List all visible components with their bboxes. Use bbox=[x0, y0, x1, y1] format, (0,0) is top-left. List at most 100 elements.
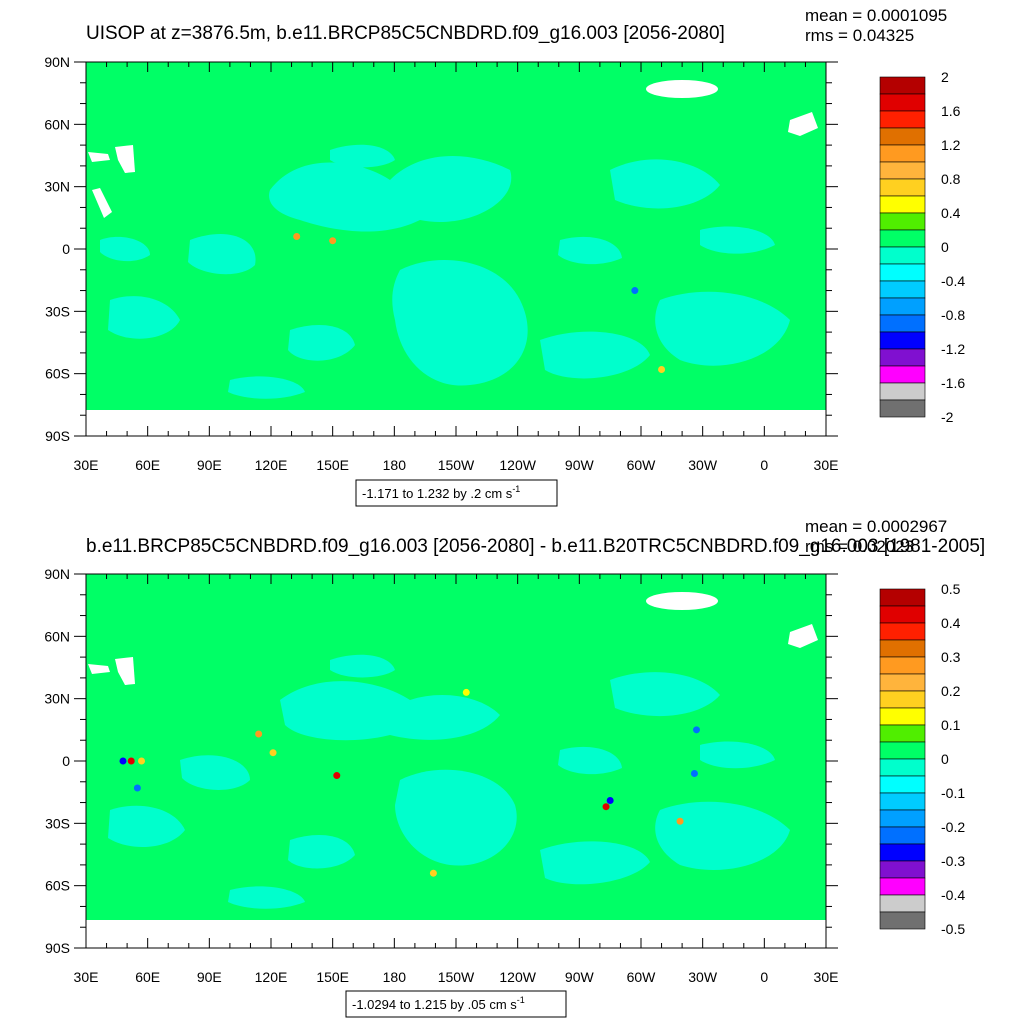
anomaly-cell bbox=[293, 233, 301, 241]
colorbar-swatch bbox=[879, 588, 926, 607]
colorbar-swatch bbox=[879, 860, 926, 879]
anomaly-cell bbox=[429, 869, 437, 877]
x-tick-label: 150E bbox=[316, 969, 349, 985]
x-tick-label: 60W bbox=[627, 457, 657, 473]
x-tick-label: 90E bbox=[197, 969, 222, 985]
mean-label: mean = 0.0002967 bbox=[805, 517, 947, 536]
negative-shading bbox=[108, 654, 790, 909]
y-tick-label: 60N bbox=[44, 628, 70, 644]
x-tick-label: 30E bbox=[814, 457, 839, 473]
x-tick-label: 150W bbox=[438, 969, 475, 985]
colorbar-swatch bbox=[879, 605, 926, 624]
mean-label: mean = 0.0001095 bbox=[805, 6, 947, 25]
colorbar-swatch bbox=[879, 656, 926, 675]
colorbar-swatch bbox=[879, 144, 926, 163]
colorbar-label: 0.3 bbox=[941, 649, 961, 665]
highlight-layer bbox=[119, 688, 700, 877]
colorbar-swatch bbox=[879, 246, 926, 265]
y-tick-label: 30S bbox=[45, 303, 70, 319]
anomaly-cell bbox=[676, 817, 684, 825]
plot-title: b.e11.BRCP85C5CNBDRD.f09_g16.003 [2056-2… bbox=[86, 536, 985, 557]
colorbar-swatch bbox=[879, 110, 926, 129]
x-tick-label: 90E bbox=[197, 457, 222, 473]
x-tick-label: 60W bbox=[627, 969, 657, 985]
plot-title: UISOP at z=3876.5m, b.e11.BRCP85C5CNBDRD… bbox=[86, 23, 725, 44]
y-axis: 90N 60N 30N 0 30S 60S 90S bbox=[44, 566, 838, 956]
anomaly-cell bbox=[119, 757, 127, 765]
x-tick-label: 30E bbox=[814, 969, 839, 985]
colorbar-swatch bbox=[879, 639, 926, 658]
colorbar-swatch bbox=[879, 792, 926, 811]
colorbar-swatch bbox=[879, 775, 926, 794]
colorbar-label: -0.2 bbox=[941, 819, 965, 835]
colorbar-label: 0.1 bbox=[941, 717, 961, 733]
colorbar-swatch bbox=[879, 127, 926, 146]
negative-shading bbox=[100, 144, 790, 399]
colorbar-swatch bbox=[879, 707, 926, 726]
colorbar-swatch bbox=[879, 314, 926, 333]
anomaly-cell bbox=[631, 287, 639, 295]
colorbar: 0.5 0.4 0.3 0.2 0.1 0 -0.1 -0.2 -0.3 -0.4 -0.5 bbox=[879, 581, 965, 937]
rms-label: rms = 0.04325 bbox=[805, 26, 914, 45]
colorbar-label: -0.4 bbox=[941, 273, 965, 289]
anomaly-cell bbox=[329, 237, 337, 245]
colorbar: 2 1.6 1.2 0.8 0.4 0 -0.4 -0.8 -1.2 -1.6 -2 bbox=[879, 69, 965, 425]
land-mask bbox=[88, 592, 818, 685]
colorbar-label: 0 bbox=[941, 239, 949, 255]
colorbar-swatch bbox=[879, 809, 926, 828]
colorbar-swatch bbox=[879, 178, 926, 197]
colorbar-swatch bbox=[879, 331, 926, 350]
colorbar-swatch bbox=[879, 741, 926, 760]
colorbar-swatch bbox=[879, 280, 926, 299]
colorbar-label: 0.4 bbox=[941, 615, 961, 631]
colorbar-label: -0.4 bbox=[941, 887, 965, 903]
panel-bottom: mean = 0.0002967 rms = 0.02023 b.e11.BRC… bbox=[44, 517, 985, 1018]
panel-top: UISOP at z=3876.5m, b.e11.BRCP85C5CNBDRD… bbox=[44, 6, 965, 507]
x-tick-label: 90W bbox=[565, 457, 595, 473]
colorbar-swatch bbox=[879, 673, 926, 692]
x-tick-label: 120E bbox=[255, 969, 288, 985]
x-tick-label: 120W bbox=[499, 457, 536, 473]
y-tick-label: 90N bbox=[44, 566, 70, 582]
anomaly-cell bbox=[658, 366, 666, 374]
colorbar-swatch bbox=[879, 365, 926, 384]
range-label: -1.171 to 1.232 by .2 cm s-1 bbox=[362, 484, 520, 501]
y-tick-label: 60S bbox=[45, 878, 70, 894]
x-tick-label: 180 bbox=[383, 969, 407, 985]
x-tick-label: 60E bbox=[135, 969, 160, 985]
colorbar-label: 2 bbox=[941, 69, 949, 85]
anomaly-cell bbox=[693, 726, 700, 734]
y-tick-label: 30N bbox=[44, 691, 70, 707]
anomaly-cell bbox=[133, 784, 141, 792]
x-tick-label: 30W bbox=[688, 457, 718, 473]
colorbar-swatch bbox=[879, 348, 926, 367]
y-tick-label: 90S bbox=[45, 940, 70, 956]
colorbar-swatch bbox=[879, 382, 926, 401]
anomaly-cell bbox=[333, 772, 341, 780]
map-area bbox=[86, 574, 826, 948]
x-tick-label: 30W bbox=[688, 969, 718, 985]
colorbar-label: -0.5 bbox=[941, 921, 965, 937]
colorbar-label: 0.4 bbox=[941, 205, 961, 221]
anomaly-cell bbox=[127, 757, 135, 765]
colorbar-swatch bbox=[879, 758, 926, 777]
colorbar-swatch bbox=[879, 843, 926, 862]
y-tick-label: 90S bbox=[45, 428, 70, 444]
rms-label: rms = 0.02023 bbox=[805, 537, 914, 556]
anomaly-cell bbox=[462, 688, 470, 696]
x-tick-label: 180 bbox=[383, 457, 407, 473]
x-tick-label: 0 bbox=[760, 969, 768, 985]
colorbar-label: 0.5 bbox=[941, 581, 961, 597]
colorbar-swatch bbox=[879, 76, 926, 95]
y-tick-label: 30N bbox=[44, 179, 70, 195]
y-tick-label: 30S bbox=[45, 815, 70, 831]
x-axis: 30E 60E 90E 120E 150E 180 150W 120W 90W 60W 30W 0 30… bbox=[74, 574, 839, 985]
range-label: -1.0294 to 1.215 by .05 cm s-1 bbox=[352, 995, 525, 1012]
colorbar-label: 1.2 bbox=[941, 137, 961, 153]
colorbar-swatch bbox=[879, 93, 926, 112]
colorbar-swatch bbox=[879, 826, 926, 845]
colorbar-label: 0.8 bbox=[941, 171, 961, 187]
map-area bbox=[86, 62, 826, 436]
range-box bbox=[345, 990, 567, 1018]
colorbar-swatch bbox=[879, 399, 926, 418]
